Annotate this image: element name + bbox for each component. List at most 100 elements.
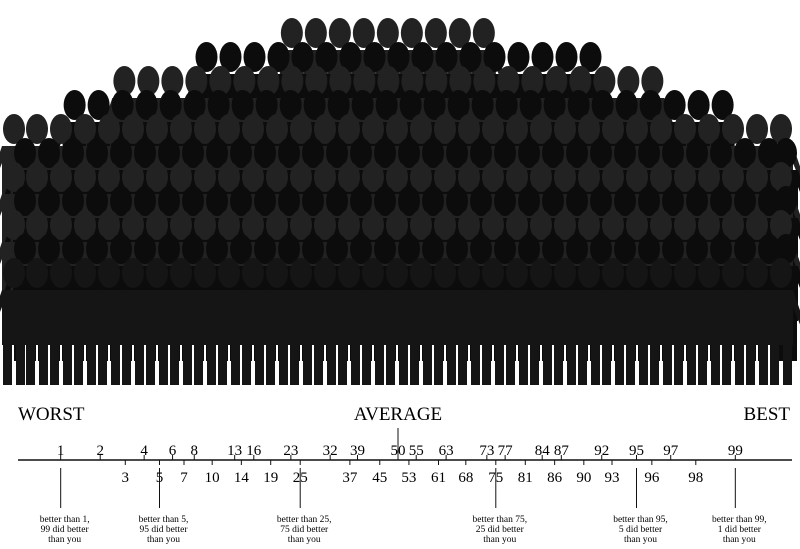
tick-label: 23 [283,443,298,459]
head [638,186,660,216]
head [87,90,110,120]
leg [3,343,12,385]
head [362,258,384,288]
head [182,234,204,264]
head [686,138,708,168]
person [637,258,685,385]
head [3,114,25,144]
tick-label: 4 [140,443,148,459]
head [3,210,25,240]
leg [711,343,720,385]
head [494,186,516,216]
head [266,258,288,288]
callout-text: than you [147,535,180,545]
head [352,18,375,48]
leg [554,343,563,385]
head [519,90,542,120]
head [134,186,156,216]
head [615,90,638,120]
head [698,114,720,144]
head [326,234,348,264]
leg [399,343,408,385]
head [543,90,566,120]
head [386,114,408,144]
head [353,66,376,96]
head [410,258,432,288]
head [497,66,520,96]
callout-text: than you [288,535,321,545]
head [566,138,588,168]
head [326,186,348,216]
head [339,42,362,72]
tick-label: 6 [169,443,177,459]
head [482,162,504,192]
head [74,210,96,240]
head [435,42,458,72]
callout-text: than you [483,535,516,545]
head [710,138,732,168]
head [518,138,540,168]
head [243,42,266,72]
head [459,42,482,72]
head [233,66,256,96]
head [626,114,648,144]
head [302,186,324,216]
head [194,258,216,288]
head [326,138,348,168]
head [446,234,468,264]
head [38,138,60,168]
head [387,42,410,72]
leg [87,343,96,385]
tick-label: 86 [547,470,563,486]
head [398,234,420,264]
tick-label: 81 [518,470,533,486]
head [98,210,120,240]
callout-text: better than 1, [40,515,90,525]
leg [159,343,168,385]
head [398,186,420,216]
head [566,234,588,264]
leg [770,343,779,385]
leg [434,343,443,385]
leg [482,343,491,385]
head [554,210,576,240]
tick-label: 73 [479,443,494,459]
head [746,210,768,240]
head [362,210,384,240]
head [506,162,528,192]
tick-label: 97 [663,443,679,459]
head [411,42,434,72]
head [722,210,744,240]
head [26,162,48,192]
head [602,258,624,288]
person [253,258,301,385]
head [434,114,456,144]
head [111,90,134,120]
head [134,138,156,168]
head [483,42,506,72]
tick-label: 92 [594,443,609,459]
head [734,186,756,216]
head [158,186,180,216]
leg [722,343,731,385]
callout-text: than you [723,535,756,545]
head [207,90,230,120]
head [530,210,552,240]
head [458,210,480,240]
leg [74,343,83,385]
head [146,258,168,288]
head [122,210,144,240]
head [734,234,756,264]
head [230,186,252,216]
head [591,90,614,120]
leg [591,343,600,385]
head [206,186,228,216]
head [242,210,264,240]
head [161,66,184,96]
head [350,234,372,264]
leg [338,343,347,385]
head [3,162,25,192]
head [686,234,708,264]
head [386,258,408,288]
head [218,210,240,240]
